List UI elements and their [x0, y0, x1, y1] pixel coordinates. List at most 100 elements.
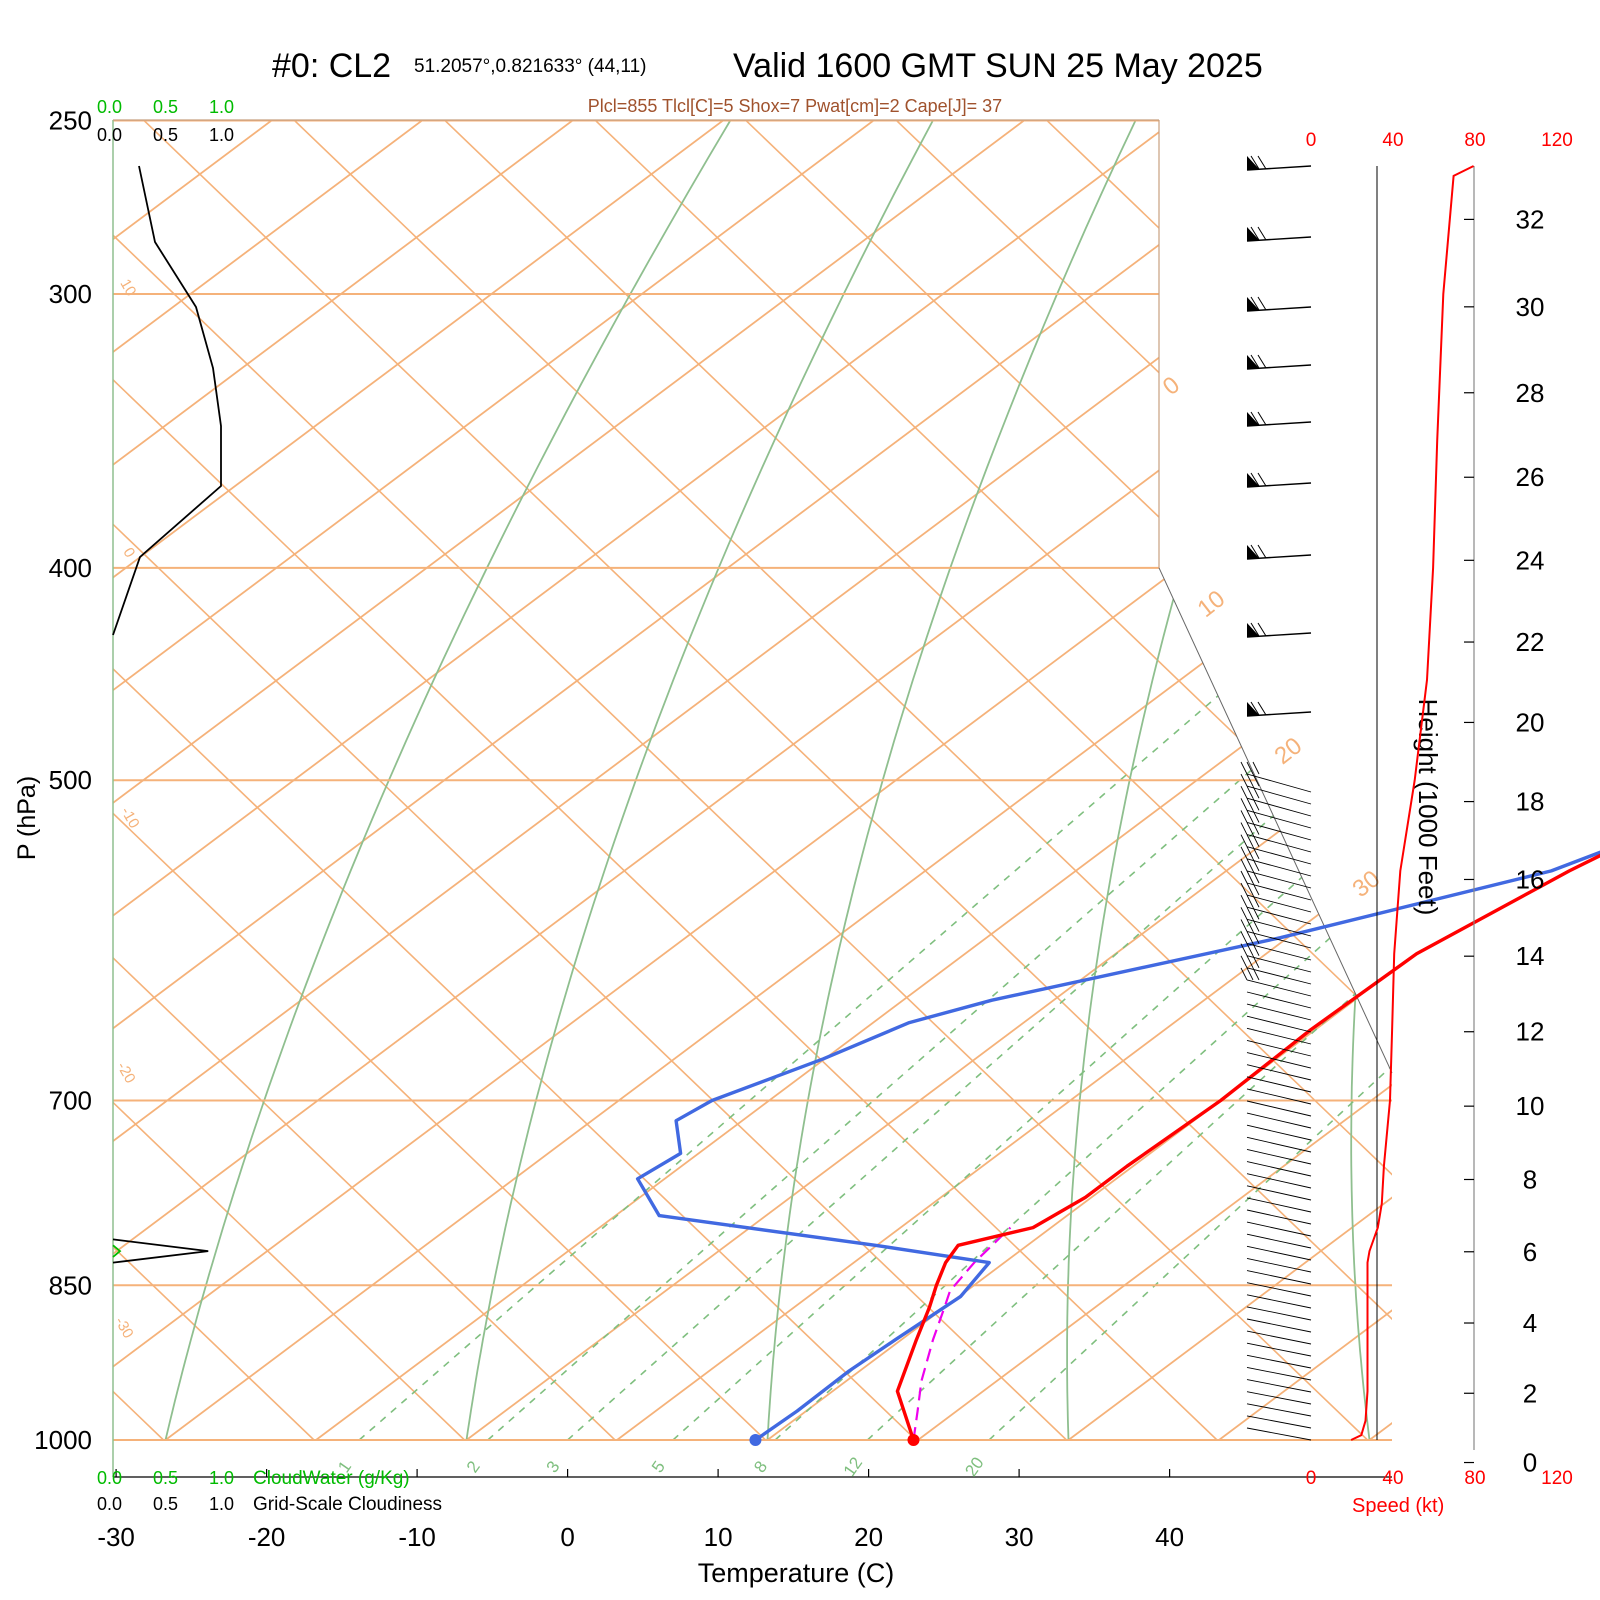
height-tick-label: 0 — [1523, 1448, 1537, 1478]
isotherm-line — [766, 120, 1392, 1440]
diagonal-grid-line — [122, 120, 1392, 1440]
isotherm-line — [164, 120, 1392, 1440]
wind-barb — [1246, 1100, 1312, 1117]
wind-barb-feather — [1240, 834, 1248, 847]
diagonal-grid-line — [875, 120, 1392, 1440]
wind-barb — [1246, 894, 1312, 913]
wind-barb-feather — [1240, 967, 1248, 981]
isotherm-line — [113, 120, 600, 1440]
wind-barb-feather — [1250, 544, 1260, 559]
wind-barb — [1246, 1088, 1312, 1105]
wind-barb-feather — [1246, 882, 1254, 896]
x-tick-label: -30 — [97, 1522, 135, 1552]
wind-barb — [1246, 236, 1312, 242]
height-tick-label: 24 — [1516, 545, 1545, 575]
height-tick-label: 22 — [1516, 627, 1545, 657]
wind-barb-feather — [1246, 761, 1254, 775]
cloudwater-tick-bottom: 1.0 — [209, 1468, 234, 1488]
height-tick-label: 2 — [1523, 1378, 1537, 1408]
wind-barb — [1246, 858, 1312, 877]
y-tick-label: 850 — [49, 1270, 92, 1300]
wind-barb-feather — [1252, 834, 1260, 847]
wind-barb-feather — [1250, 226, 1260, 241]
cloudiness-profile-line — [112, 165, 222, 1264]
wind-barb — [1246, 306, 1312, 312]
wind-barb — [1246, 554, 1312, 560]
isotherm-line — [1067, 120, 1392, 1440]
wind-barb — [1246, 1064, 1312, 1081]
wind-barb-flag — [1247, 702, 1259, 716]
wind-barb — [1246, 809, 1312, 829]
speed-tick-top: 40 — [1382, 130, 1403, 151]
wind-barb — [1246, 943, 1312, 961]
wind-barb-feather — [1246, 931, 1254, 944]
wind-barb — [1246, 1185, 1312, 1201]
chart-title-left: #0: CL2 — [272, 47, 391, 85]
speed-axis-label: Speed (kt) — [1352, 1495, 1444, 1517]
x-tick-label: 20 — [854, 1522, 883, 1552]
wind-barb — [1246, 1173, 1312, 1189]
wind-barb — [1246, 1354, 1312, 1369]
wind-barb — [1246, 364, 1312, 370]
wind-barb — [1246, 979, 1312, 997]
wind-barb-feather — [1252, 858, 1260, 872]
isotherm-line — [917, 120, 1392, 1440]
height-tick-label: 20 — [1516, 707, 1545, 737]
cloudwater-tick-bottom: 0.5 — [153, 1468, 178, 1488]
wind-barb-flag — [1247, 156, 1259, 170]
cloudiness-tick-top: 1.0 — [209, 125, 234, 145]
wind-barb-feather — [1240, 858, 1248, 872]
wind-barb-feather — [1246, 822, 1254, 835]
cloudiness-tick-bottom: 0.5 — [153, 1494, 178, 1514]
x-tick-label: 30 — [1005, 1522, 1034, 1552]
isotherm-line — [1368, 120, 1392, 1440]
speed-tick-bottom: 120 — [1541, 1468, 1573, 1489]
cloudwater-label: CloudWater (g/Kg) — [253, 1468, 410, 1489]
y-tick-label: 700 — [49, 1085, 92, 1115]
wind-barb — [1246, 870, 1312, 889]
diagonal-grid-line — [1025, 120, 1392, 1440]
speed-tick-bottom: 80 — [1464, 1468, 1485, 1489]
wind-barb — [1246, 1209, 1312, 1225]
wind-barb — [1246, 1003, 1312, 1021]
wind-barb-feather — [1240, 761, 1248, 775]
wind-barb-feather — [1257, 411, 1267, 426]
speed-tick-top: 120 — [1541, 130, 1573, 151]
wind-barb-feather — [1246, 786, 1254, 799]
wind-barb-feather — [1252, 882, 1260, 896]
wind-barb — [1246, 1052, 1312, 1069]
wind-barb-feather — [1240, 955, 1248, 968]
diagonal-grid-line — [113, 120, 767, 1440]
wind-barb-feather — [1240, 810, 1248, 823]
isotherm-left-label: 0 — [119, 545, 138, 561]
wind-barb — [1246, 1415, 1312, 1429]
wind-barb — [1246, 711, 1312, 717]
x-tick-label: 10 — [704, 1522, 733, 1552]
wind-barb-feather — [1252, 761, 1260, 775]
wind-barb — [1246, 1391, 1312, 1405]
cloudwater-profile-line — [112, 1244, 122, 1258]
wind-barb — [1246, 1258, 1312, 1273]
height-tick-label: 18 — [1516, 787, 1545, 817]
wind-barb — [1246, 955, 1312, 973]
wind-barb — [1246, 1124, 1312, 1141]
height-axis-label: Height (1000 Feet) — [1413, 699, 1443, 916]
wind-barb-feather — [1240, 846, 1248, 859]
dry-adiabat-line — [154, 120, 755, 1440]
x-tick-label: 40 — [1155, 1522, 1184, 1552]
mixing-ratio-line — [567, 567, 1392, 1440]
mixing-ratio-label: 3 — [543, 1458, 564, 1477]
isotherm-left-label: -10 — [117, 804, 143, 831]
isotherm-line — [113, 120, 299, 1440]
wind-barb — [1246, 1040, 1312, 1057]
wind-barb — [1246, 1379, 1312, 1393]
wind-barb-feather — [1250, 296, 1260, 311]
wind-barb-feather — [1246, 773, 1254, 787]
wind-barb — [1246, 1306, 1312, 1321]
wind-barb — [1246, 1294, 1312, 1309]
wind-barb — [1246, 1027, 1312, 1045]
wind-barb — [1246, 797, 1312, 817]
wind-barb-feather — [1240, 919, 1248, 932]
wind-barb — [1246, 834, 1312, 853]
isotherm-left-label: -30 — [111, 1314, 137, 1341]
